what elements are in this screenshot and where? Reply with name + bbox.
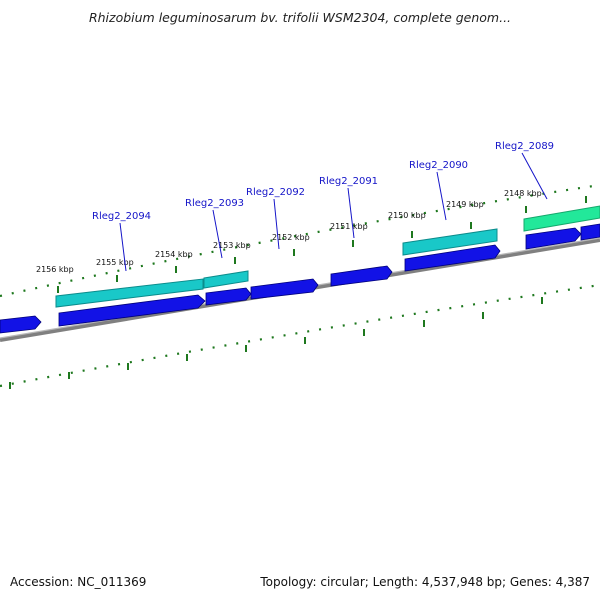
gene-label-leaders	[119, 152, 548, 272]
kbp-label: 2150 kbp	[388, 211, 426, 220]
kbp-label: 2151 kbp	[330, 222, 368, 231]
gene-arrow[interactable]	[330, 265, 393, 287]
gene-rleg2-2089-cds[interactable]	[523, 205, 600, 232]
kbp-label: 2153 kbp	[213, 241, 251, 250]
map-title: Rhizobium leguminosarum bv. trifolii WSM…	[88, 10, 512, 25]
gene-rleg2-2090-cds[interactable]	[402, 228, 498, 256]
genome-summary-text: Topology: circular; Length: 4,537,948 bp…	[260, 575, 590, 589]
gene-arrow[interactable]	[525, 227, 582, 250]
gene-label-rleg2-2092[interactable]: Rleg2_2092	[246, 187, 305, 198]
inner-scale-track	[0, 283, 600, 388]
kbp-ticks	[57, 196, 587, 293]
gene-label-rleg2-2093[interactable]: Rleg2_2093	[185, 198, 244, 209]
gene-rleg2-2094-cds[interactable]	[55, 278, 204, 308]
gene-arrow[interactable]	[205, 287, 252, 306]
kbp-label: 2156 kbp	[36, 265, 74, 274]
kbp-label: 2155 kbp	[96, 258, 134, 267]
gene-label-rleg2-2090[interactable]: Rleg2_2090	[409, 160, 468, 171]
gene-label-rleg2-2094[interactable]: Rleg2_2094	[92, 211, 151, 222]
inner-ticks	[9, 297, 543, 389]
gene-arrow[interactable]	[0, 315, 42, 334]
gene-arrow[interactable]	[58, 294, 206, 327]
gene-label-rleg2-2091[interactable]: Rleg2_2091	[319, 176, 378, 187]
gene-label-rleg2-2089[interactable]: Rleg2_2089	[495, 141, 554, 152]
gene-arrow[interactable]	[404, 244, 501, 272]
feature-track-outer	[55, 205, 600, 308]
kbp-label: 2154 kbp	[155, 250, 193, 259]
kbp-label: 2148 kbp	[504, 189, 542, 198]
outer-scale-track	[0, 183, 600, 298]
gene-rleg2-2093-cds[interactable]	[203, 270, 249, 289]
gene-arrow[interactable]	[250, 278, 319, 300]
feature-track-inner	[0, 223, 600, 334]
accession-text: Accession: NC_011369	[10, 575, 147, 589]
kbp-labels: 2156 kbp 2155 kbp 2154 kbp 2153 kbp 2152…	[36, 189, 542, 274]
kbp-label: 2152 kbp	[272, 233, 310, 242]
kbp-label: 2149 kbp	[446, 200, 484, 209]
gene-arrow[interactable]	[580, 223, 600, 241]
gene-labels: Rleg2_2094 Rleg2_2093 Rleg2_2092 Rleg2_2…	[92, 141, 554, 222]
